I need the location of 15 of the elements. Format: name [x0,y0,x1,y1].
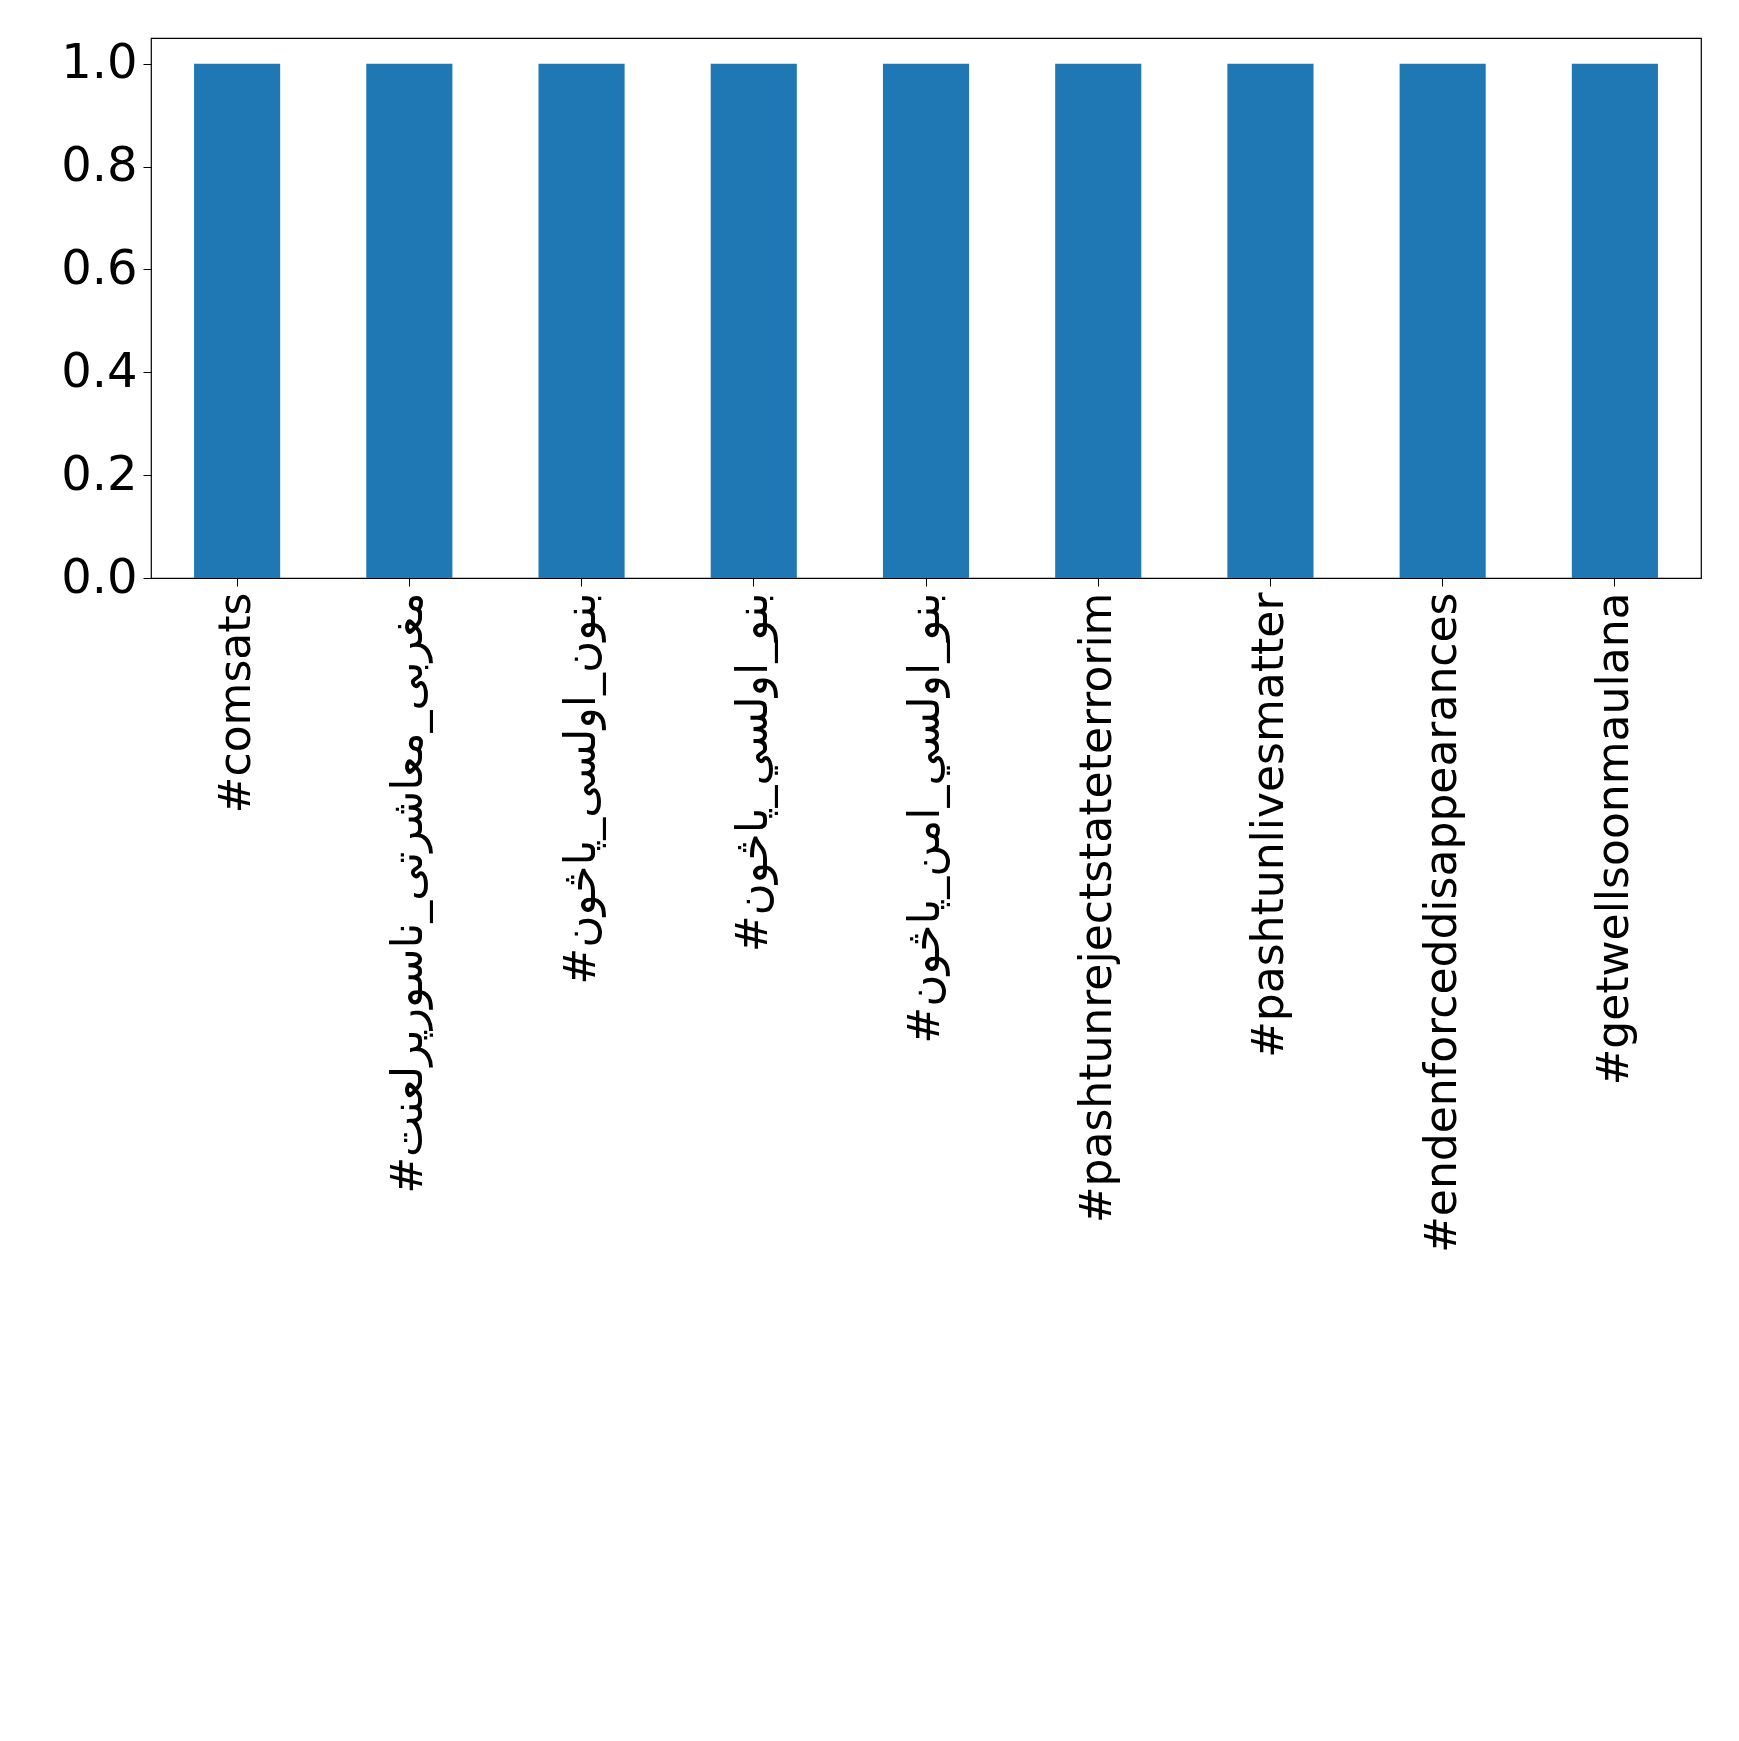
x-tick-label: #بنون_اولسی_پاڅون [553,592,606,985]
x-tick-label: #endenforceddisappearances [1414,592,1466,1253]
x-tick-label: #pashtunlivesmatter [1242,591,1294,1059]
y-tick-label: 0.4 [61,341,138,398]
y-tick-label: 0.8 [61,136,138,193]
x-tick-label: #بنو_اولسي_پاڅون [725,592,778,953]
x-tick-label: #بنو_اولسي_امن_پاڅون [898,592,950,1044]
y-tick-label: 0.2 [61,444,138,501]
x-tick-label: #pashtunrejectstateterrorim [1070,592,1122,1224]
y-tick-label: 1.0 [61,33,138,90]
y-tick-label: 0.0 [61,547,138,604]
x-tick-label: #getwellsoonmaulana [1586,592,1638,1086]
x-tick-label: #comsats [209,592,261,814]
y-tick-label: 0.6 [61,238,138,295]
x-tick-label: #مغربی_معاشرتی_ناسورپرلعنت [381,592,434,1194]
